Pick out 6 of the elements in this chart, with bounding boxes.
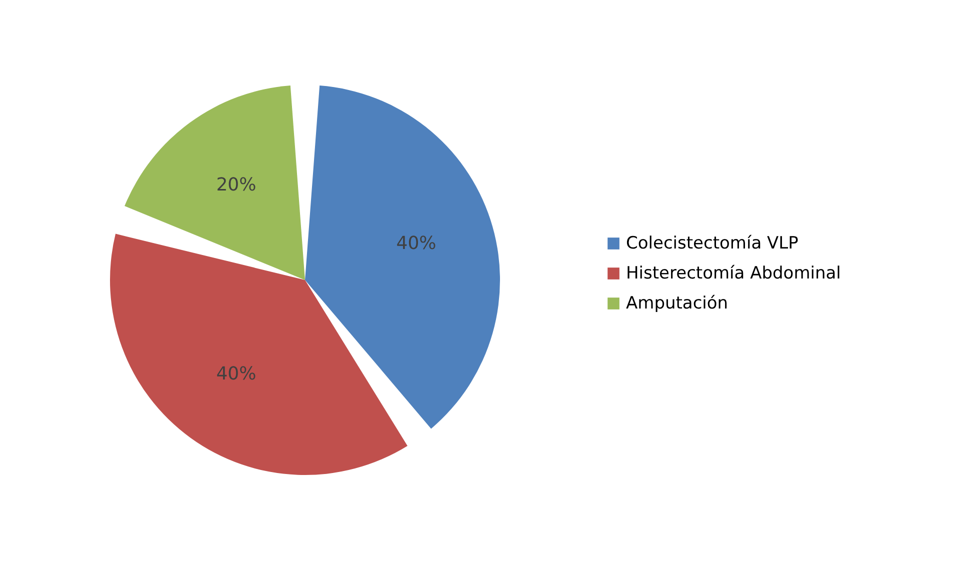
legend-label: Histerectomía Abdominal — [626, 264, 841, 284]
data-label: 40% — [396, 232, 436, 254]
legend-label: Colecistectomía VLP — [626, 234, 798, 254]
data-label: 20% — [216, 174, 256, 196]
data-label: 40% — [216, 364, 256, 385]
legend-label: Amputación — [626, 294, 728, 314]
